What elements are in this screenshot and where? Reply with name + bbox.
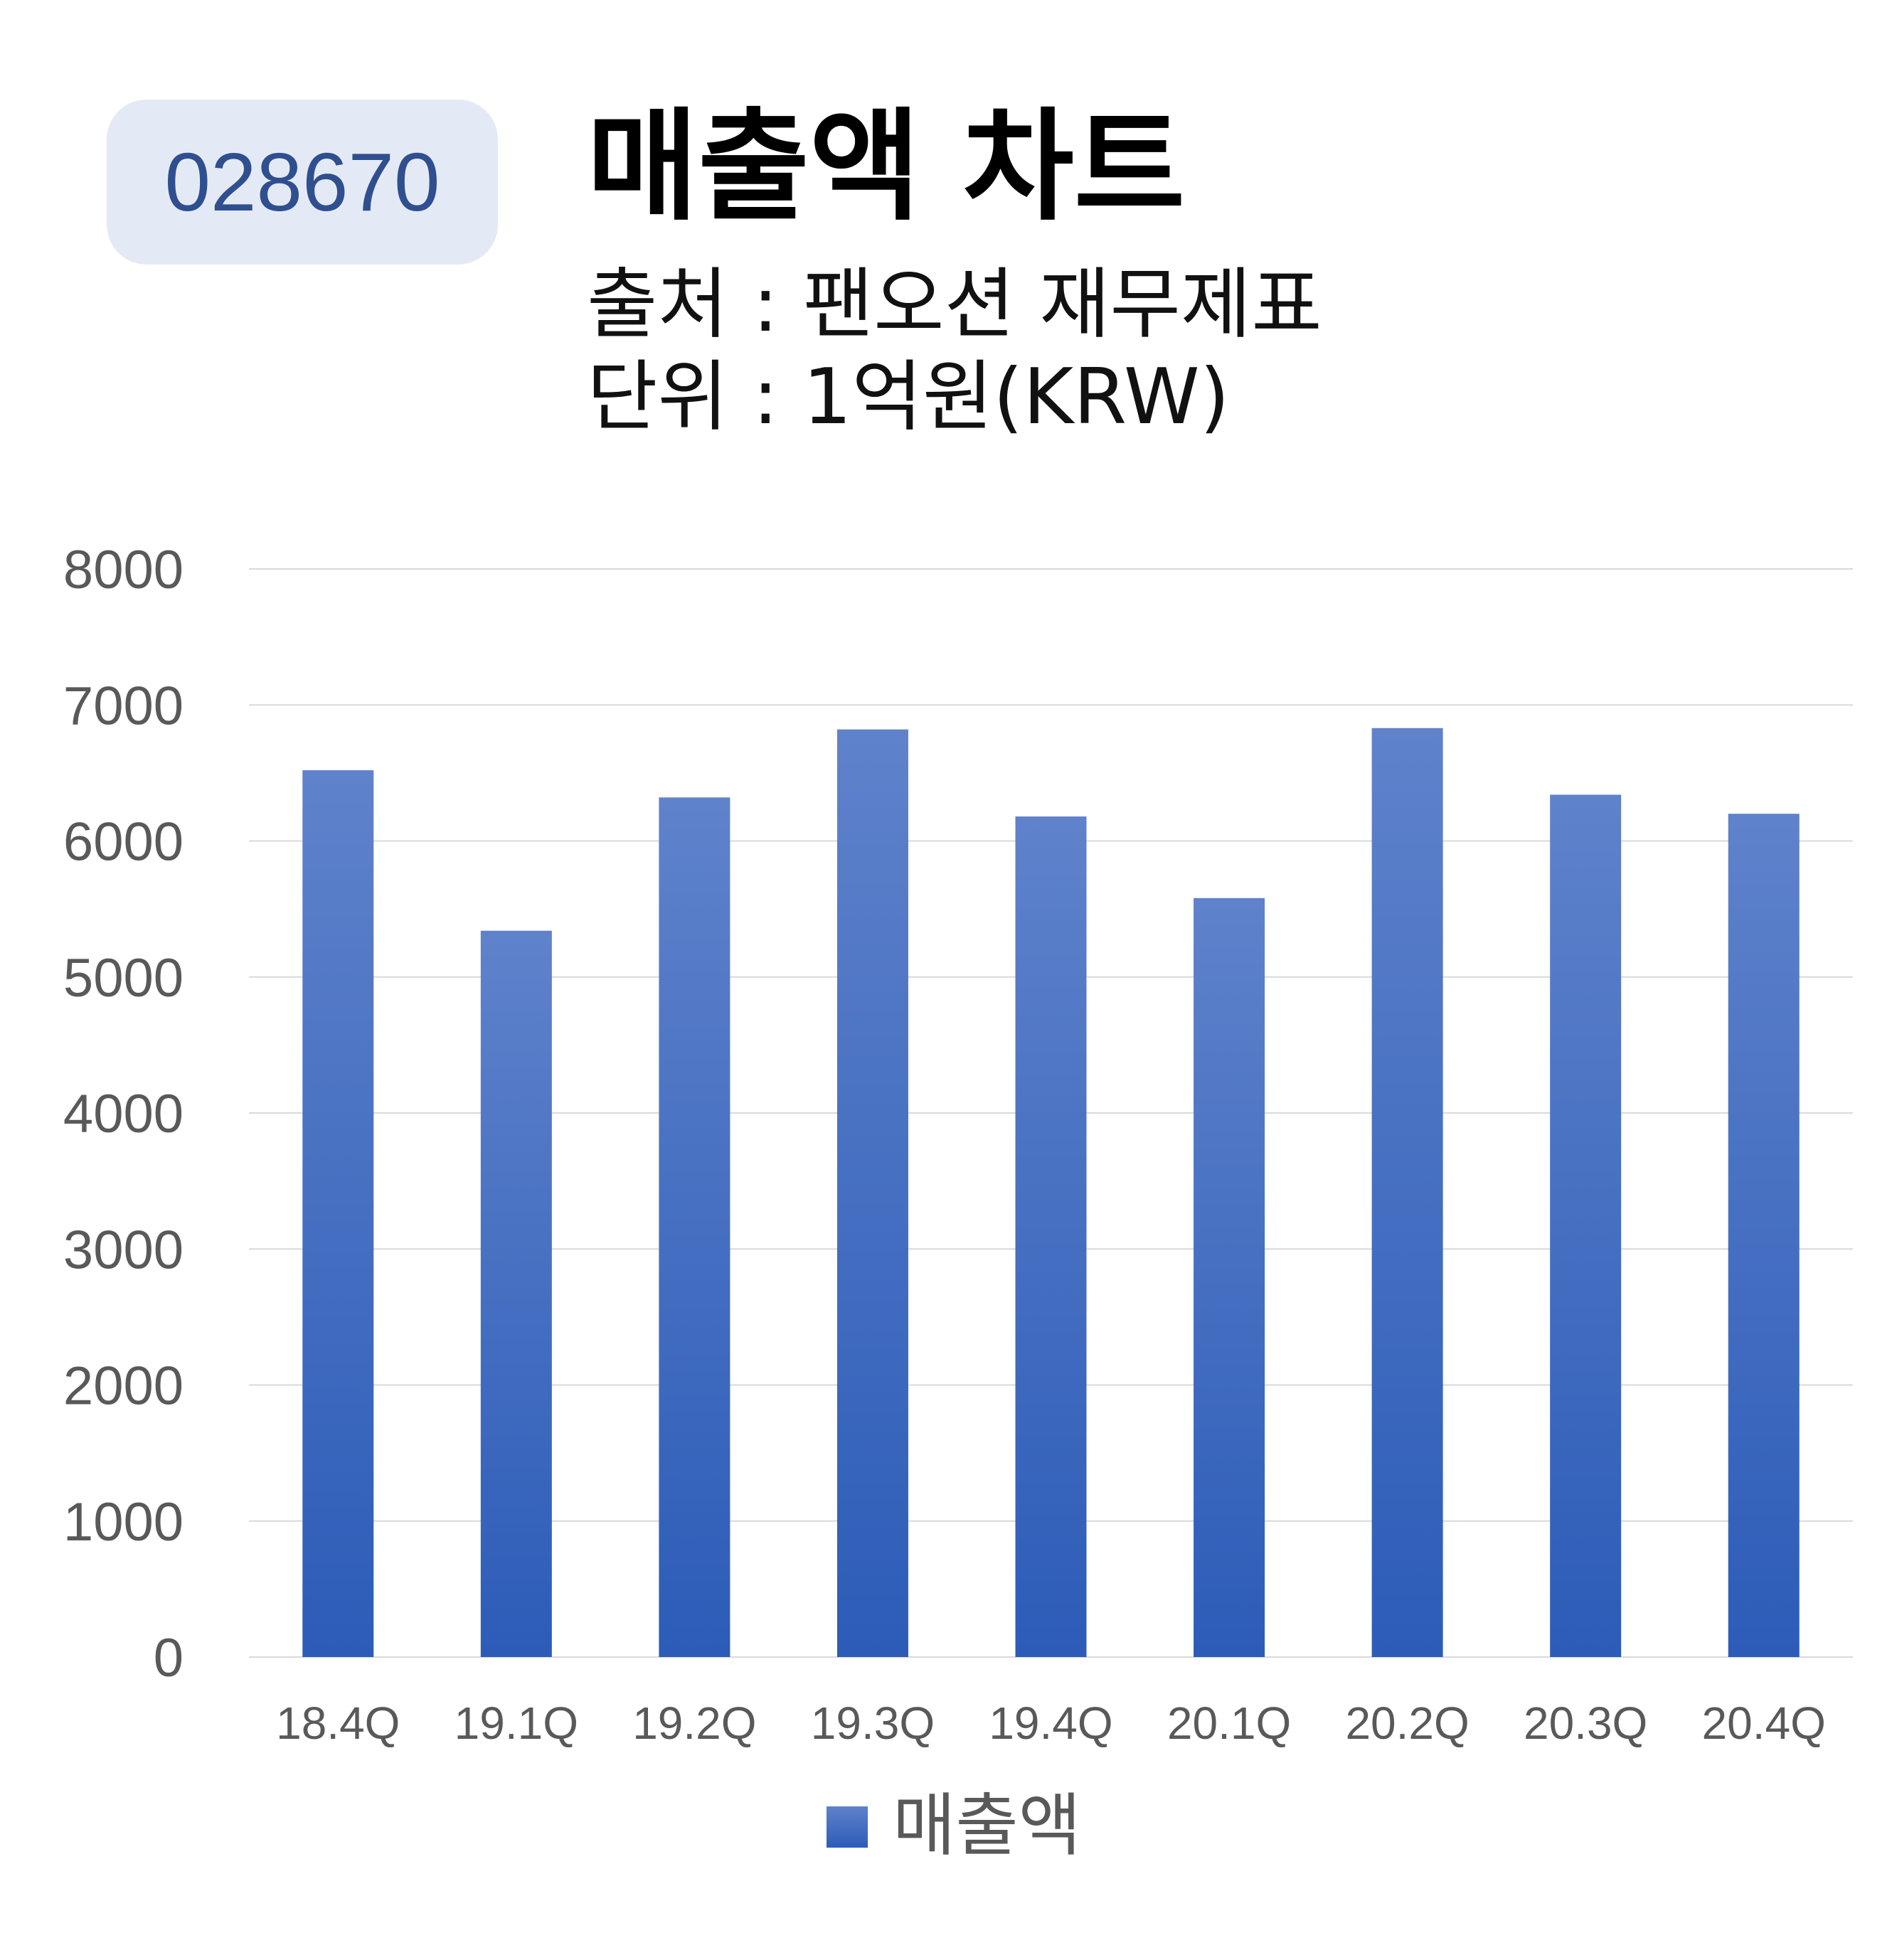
bar: [836, 729, 908, 1657]
x-tick-label: 19.1Q: [455, 1698, 578, 1749]
x-tick-label: 19.4Q: [989, 1698, 1112, 1749]
x-tick-label: 20.3Q: [1524, 1698, 1647, 1749]
bar: [1550, 794, 1622, 1657]
bar: [1728, 814, 1800, 1657]
bar: [659, 797, 730, 1657]
bar: [480, 930, 552, 1657]
x-axis: 18.4Q 19.1Q 19.2Q 19.3Q 19.4Q 20.1Q 20.2Q 20.3Q…: [276, 1698, 1826, 1749]
y-tick-label: 1000: [63, 1492, 184, 1552]
y-tick-label: 5000: [63, 948, 184, 1008]
unit-note: 단위 : 1억원(KRW): [587, 353, 1230, 442]
x-tick-label: 20.1Q: [1167, 1698, 1291, 1749]
stock-code: 028670: [164, 136, 440, 228]
x-tick-label: 19.2Q: [632, 1698, 756, 1749]
y-axis: 0 1000 2000 3000 4000 5000 6000 7000 8000: [63, 540, 184, 1688]
y-tick-label: 0: [154, 1628, 184, 1688]
x-tick-label: 20.2Q: [1345, 1698, 1469, 1749]
stock-code-badge: 028670: [107, 100, 498, 265]
y-tick-label: 2000: [63, 1356, 184, 1417]
y-tick-label: 3000: [63, 1220, 184, 1280]
y-tick-label: 8000: [63, 540, 184, 600]
bar: [1371, 728, 1443, 1658]
bars: [302, 728, 1800, 1658]
x-tick-label: 18.4Q: [276, 1698, 400, 1749]
x-tick-label: 19.3Q: [811, 1698, 935, 1749]
bar: [302, 770, 374, 1657]
legend: 매출액: [827, 1786, 1081, 1865]
chart-title: 매출액 차트: [587, 97, 1186, 238]
x-tick-label: 20.4Q: [1702, 1698, 1826, 1749]
source-note: 출처 : 팬오션 재무제표: [587, 260, 1322, 349]
legend-label: 매출액: [893, 1786, 1081, 1865]
legend-swatch: [827, 1806, 868, 1848]
y-tick-label: 6000: [63, 812, 184, 873]
bar: [1015, 816, 1087, 1657]
y-tick-label: 4000: [63, 1084, 184, 1144]
bar: [1194, 898, 1265, 1657]
y-tick-label: 7000: [63, 676, 184, 736]
